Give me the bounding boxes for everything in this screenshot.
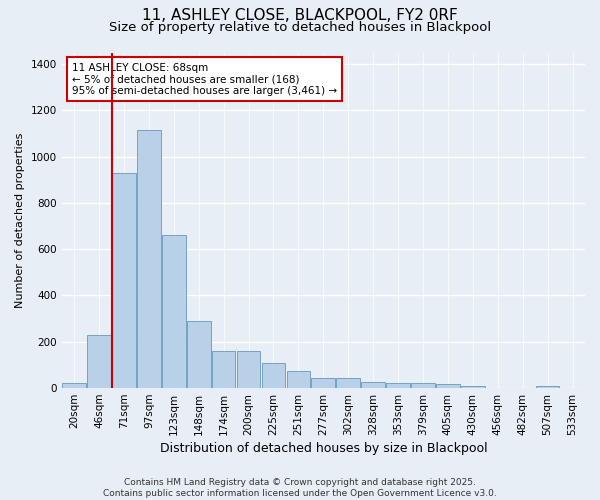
- Y-axis label: Number of detached properties: Number of detached properties: [15, 132, 25, 308]
- Bar: [536, 386, 559, 388]
- Text: Size of property relative to detached houses in Blackpool: Size of property relative to detached ho…: [109, 21, 491, 34]
- Bar: [162, 236, 185, 388]
- Bar: [237, 350, 260, 388]
- Bar: [337, 378, 360, 388]
- Bar: [411, 384, 435, 388]
- Bar: [287, 370, 310, 388]
- Bar: [262, 362, 286, 388]
- Text: 11 ASHLEY CLOSE: 68sqm
← 5% of detached houses are smaller (168)
95% of semi-det: 11 ASHLEY CLOSE: 68sqm ← 5% of detached …: [72, 62, 337, 96]
- Bar: [137, 130, 161, 388]
- Bar: [386, 384, 410, 388]
- Bar: [311, 378, 335, 388]
- X-axis label: Distribution of detached houses by size in Blackpool: Distribution of detached houses by size …: [160, 442, 487, 455]
- Bar: [87, 335, 111, 388]
- Bar: [436, 384, 460, 388]
- Text: 11, ASHLEY CLOSE, BLACKPOOL, FY2 0RF: 11, ASHLEY CLOSE, BLACKPOOL, FY2 0RF: [142, 8, 458, 22]
- Bar: [112, 173, 136, 388]
- Bar: [212, 350, 235, 388]
- Bar: [187, 321, 211, 388]
- Bar: [461, 386, 485, 388]
- Text: Contains HM Land Registry data © Crown copyright and database right 2025.
Contai: Contains HM Land Registry data © Crown c…: [103, 478, 497, 498]
- Bar: [361, 382, 385, 388]
- Bar: [62, 384, 86, 388]
